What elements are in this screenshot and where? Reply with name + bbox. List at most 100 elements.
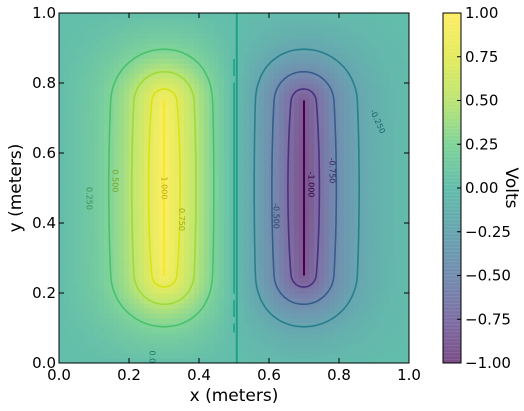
field-cell [369,343,375,349]
field-cell [139,223,145,229]
field-cell [129,108,135,114]
field-cell [224,218,230,224]
field-cell [104,38,110,44]
field-cell [224,163,230,169]
field-cell [139,253,145,259]
field-cell [339,353,345,359]
field-cell [284,93,290,99]
field-cell [339,208,345,214]
field-cell [334,43,340,49]
field-cell [199,43,205,49]
field-cell [109,333,115,339]
field-cell [309,48,315,54]
field-cell [379,308,385,314]
field-cell [149,148,155,154]
field-cell [279,43,285,49]
field-cell [94,83,100,89]
field-cell [244,23,250,29]
field-cell [394,213,400,219]
field-cell [354,193,360,199]
field-cell [224,38,230,44]
field-cell [339,153,345,159]
field-cell [114,238,120,244]
field-cell [169,213,175,219]
field-cell [89,273,95,279]
field-cell [354,353,360,359]
field-cell [79,108,85,114]
field-cell [229,208,235,214]
field-cell [294,138,300,144]
field-cell [154,163,160,169]
field-cell [284,128,290,134]
field-cell [129,243,135,249]
field-cell [119,208,125,214]
field-cell [314,93,320,99]
field-cell [164,213,170,219]
field-cell [159,188,165,194]
field-cell [209,43,215,49]
field-cell [239,163,245,169]
field-cell [394,308,400,314]
field-cell [249,223,255,229]
field-cell [314,343,320,349]
field-cell [59,123,65,129]
field-cell [374,218,380,224]
field-cell [374,128,380,134]
field-cell [354,328,360,334]
field-cell [219,48,225,54]
field-cell [329,183,335,189]
field-cell [284,193,290,199]
field-cell [264,303,270,309]
field-cell [179,88,185,94]
field-cell [374,268,380,274]
field-cell [104,203,110,209]
field-cell [314,163,320,169]
field-cell [394,58,400,64]
field-cell [144,163,150,169]
field-cell [249,253,255,259]
field-cell [379,218,385,224]
field-cell [144,308,150,314]
field-cell [224,278,230,284]
field-cell [284,243,290,249]
field-cell [254,48,260,54]
field-cell [119,243,125,249]
field-cell [274,313,280,319]
field-cell [84,238,90,244]
field-cell [394,288,400,294]
field-cell [299,293,305,299]
field-cell [279,118,285,124]
field-cell [334,283,340,289]
field-cell [104,138,110,144]
field-cell [214,283,220,289]
field-cell [249,168,255,174]
field-cell [404,223,409,229]
field-cell [324,268,330,274]
field-cell [274,358,280,363]
field-cell [364,188,370,194]
field-cell [144,18,150,24]
field-cell [194,253,200,259]
field-cell [229,188,235,194]
field-cell [209,333,215,339]
field-cell [69,233,75,239]
field-cell [174,248,180,254]
field-cell [264,183,270,189]
field-cell [209,163,215,169]
field-cell [244,198,250,204]
field-cell [219,273,225,279]
field-cell [59,248,65,254]
field-cell [279,58,285,64]
field-cell [399,288,405,294]
field-cell [169,58,175,64]
field-cell [304,183,310,189]
field-cell [289,118,295,124]
field-cell [149,33,155,39]
field-cell [264,268,270,274]
field-cell [144,213,150,219]
field-cell [319,218,325,224]
field-cell [309,233,315,239]
field-cell [179,253,185,259]
field-cell [184,273,190,279]
field-cell [159,258,165,264]
